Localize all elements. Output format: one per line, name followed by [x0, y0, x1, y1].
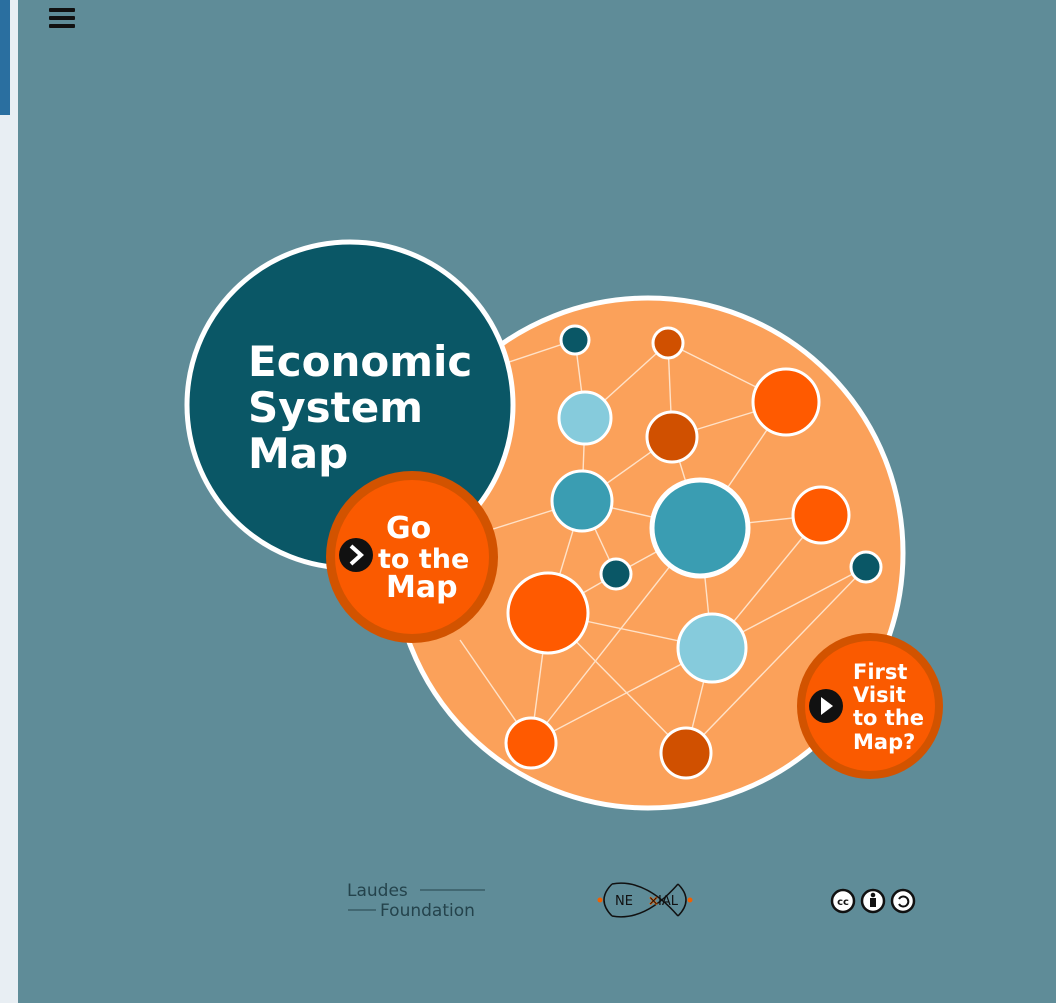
button-text[interactable]: Map	[386, 570, 458, 605]
svg-text:×: ×	[648, 894, 659, 909]
button-text[interactable]: to the	[378, 544, 469, 575]
sidebar-tab[interactable]	[0, 0, 10, 115]
menu-icon[interactable]	[49, 8, 75, 28]
go-to-map-button[interactable]: Go to the Map	[326, 471, 498, 643]
button-text[interactable]: Map?	[853, 730, 915, 754]
nexial-logo[interactable]: NE × IAL	[597, 882, 693, 918]
sidebar-strip	[0, 0, 18, 1003]
button-text[interactable]: to the	[853, 706, 924, 730]
logo-text[interactable]: IAL	[658, 894, 679, 909]
button-text[interactable]: Go	[386, 511, 431, 546]
first-visit-button[interactable]: First Visit to the Map?	[797, 633, 943, 779]
button-text[interactable]: Visit	[853, 683, 906, 707]
laudes-logo[interactable]: Laudes Foundation	[347, 881, 485, 921]
network-nodes	[504, 324, 883, 780]
title-line: Map	[248, 429, 348, 478]
logo-text[interactable]: NE	[615, 894, 633, 909]
title-line: System	[248, 383, 423, 432]
logo-text[interactable]: Laudes	[347, 881, 408, 901]
title-line: Economic	[248, 337, 472, 386]
cc-license-icons[interactable]: cc	[830, 888, 916, 914]
button-text[interactable]: First	[853, 660, 907, 684]
logo-text[interactable]: Foundation	[380, 901, 475, 921]
license-text[interactable]: cc	[837, 897, 849, 908]
